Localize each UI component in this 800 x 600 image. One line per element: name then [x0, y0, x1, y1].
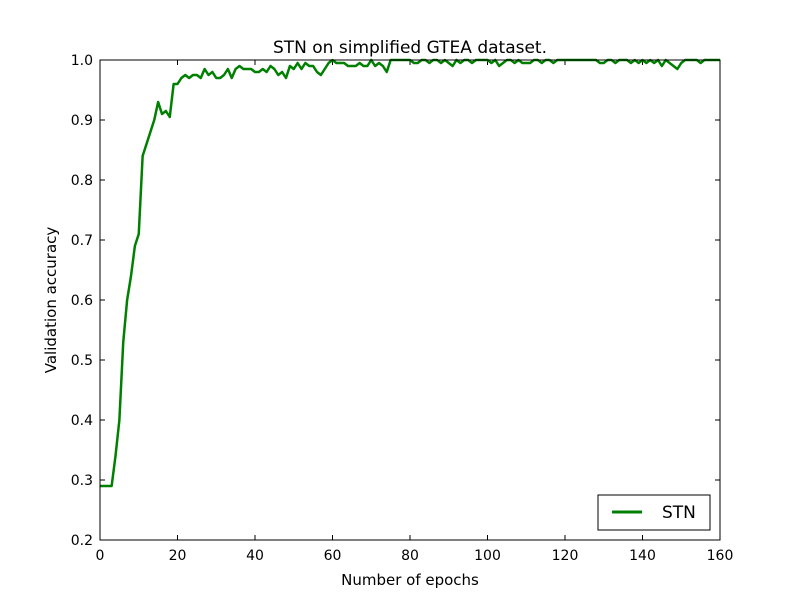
legend: STN: [597, 494, 711, 531]
y-tick-label: 0.7: [71, 233, 93, 249]
y-axis-label: Validation accuracy: [42, 227, 60, 374]
x-tick-label: 160: [707, 548, 734, 564]
x-tick-label: 20: [169, 548, 187, 564]
series-line-stn: [100, 58, 720, 488]
x-tick-label: 80: [401, 548, 419, 564]
series-layer: [100, 58, 720, 488]
y-tick-label: 0.2: [71, 533, 93, 549]
y-tick-label: 0.3: [71, 473, 93, 489]
x-tick-label: 60: [324, 548, 342, 564]
legend-label-stn: STN: [662, 503, 696, 523]
x-axis-label: Number of epochs: [341, 571, 479, 589]
x-tick-label: 140: [629, 548, 656, 564]
x-tick-label: 0: [96, 548, 105, 564]
y-axis-ticks: 0.2 0.3 0.4 0.5 0.6 0.7 0.8 0.9 1.0: [71, 53, 720, 549]
y-tick-label: 0.4: [71, 413, 93, 429]
x-axis-ticks: 0 20 40 60 80 100 120 140 160: [96, 60, 734, 564]
x-tick-label: 100: [474, 548, 501, 564]
plot-frame: [99, 59, 721, 541]
y-tick-label: 0.9: [71, 113, 93, 129]
x-tick-label: 40: [246, 548, 264, 564]
x-tick-label: 120: [552, 548, 579, 564]
y-tick-label: 1.0: [71, 53, 93, 69]
y-tick-label: 0.5: [71, 353, 93, 369]
chart-title: STN on simplified GTEA dataset.: [273, 38, 547, 58]
y-tick-label: 0.8: [71, 173, 93, 189]
y-tick-label: 0.6: [71, 293, 93, 309]
